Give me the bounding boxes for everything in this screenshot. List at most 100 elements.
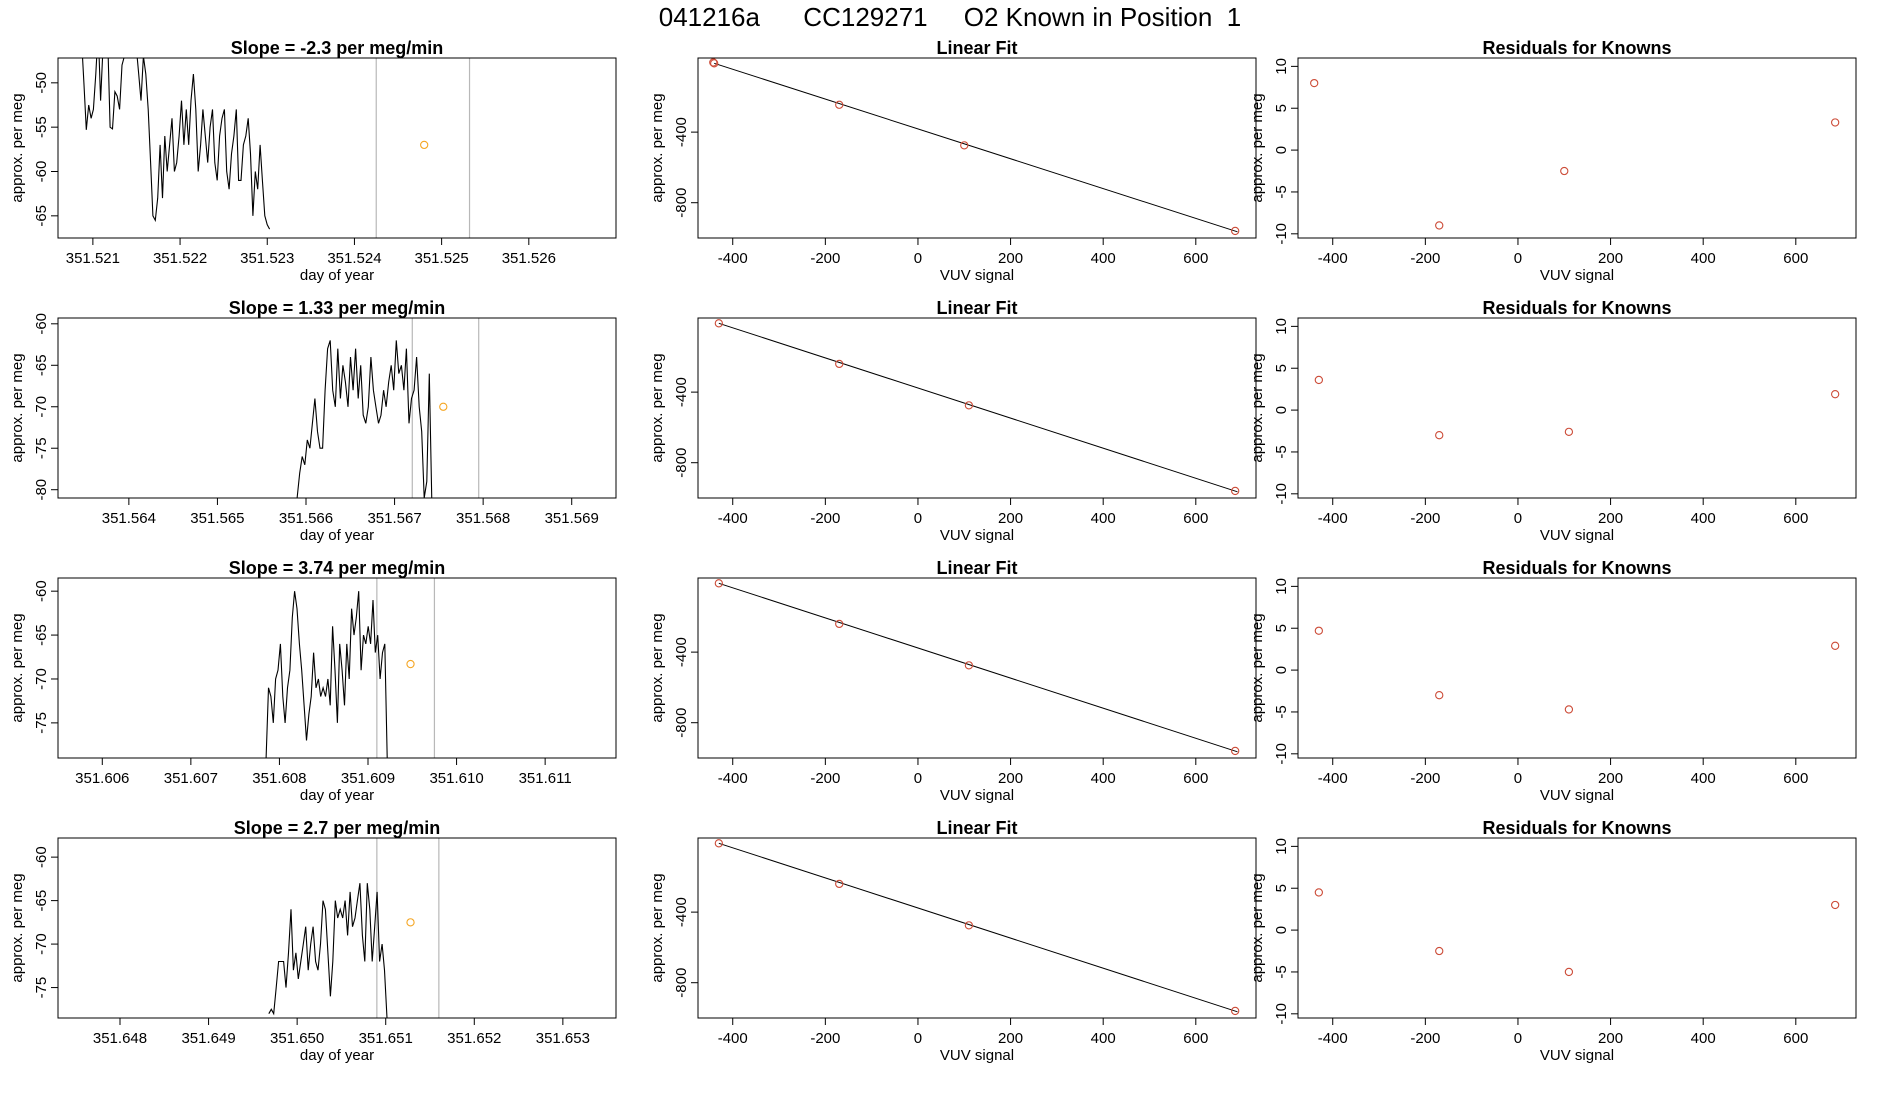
x-tick-label: -400 — [1318, 770, 1348, 787]
x-tick-label: 0 — [1514, 250, 1522, 267]
y-tick-label: -800 — [673, 968, 690, 998]
data-point — [1231, 1006, 1240, 1016]
x-tick-label: 200 — [1598, 770, 1623, 787]
y-tick-label: -10 — [1273, 223, 1290, 245]
x-axis-label: VUV signal — [1540, 1047, 1614, 1064]
x-tick-label: 0 — [914, 1030, 922, 1047]
y-tick-label: -400 — [673, 897, 690, 927]
y-tick-label: -75 — [33, 712, 50, 734]
data-point — [1314, 375, 1323, 385]
y-tick-label: 5 — [1273, 364, 1290, 372]
x-tick-label: 351.567 — [367, 510, 421, 527]
data-point — [709, 58, 718, 67]
x-tick-label: 0 — [914, 770, 922, 787]
fit-line — [718, 322, 1238, 493]
x-tick-label: -400 — [1318, 510, 1348, 527]
x-tick-label: 351.611 — [519, 770, 572, 787]
highlight-point — [406, 918, 415, 927]
y-tick-label: -5 — [1273, 965, 1290, 978]
x-tick-label: -400 — [718, 250, 748, 267]
y-tick-label: -70 — [33, 933, 50, 955]
plot-data-group — [714, 319, 1240, 496]
y-tick-label: -10 — [1273, 1003, 1290, 1025]
x-tick-label: 400 — [1691, 1030, 1716, 1047]
y-axis-label: approx. per meg — [9, 93, 26, 202]
data-point — [835, 359, 844, 369]
plot-frame — [1297, 57, 1857, 239]
y-tick-label: -55 — [33, 116, 50, 138]
x-tick-label: 600 — [1183, 770, 1208, 787]
data-point — [714, 319, 723, 328]
y-tick-label: -400 — [673, 637, 690, 667]
y-tick-label: 0 — [1273, 146, 1290, 154]
x-tick-label: -200 — [810, 770, 840, 787]
y-tick-label: -60 — [33, 313, 50, 335]
plot-data-group — [1314, 375, 1840, 440]
y-tick-label: -10 — [1273, 743, 1290, 765]
x-tick-label: 400 — [1091, 770, 1116, 787]
data-point — [964, 401, 974, 410]
x-axis-label: VUV signal — [1540, 267, 1614, 284]
data-point — [1560, 166, 1569, 176]
x-tick-label: 600 — [1183, 250, 1208, 267]
data-point — [964, 661, 974, 670]
y-tick-label: -60 — [33, 580, 50, 602]
chart-title: Slope = 2.7 per meg/min — [234, 818, 441, 838]
x-axis-label: day of year — [300, 527, 374, 544]
data-point — [1231, 226, 1240, 236]
series-line — [268, 883, 388, 1018]
y-tick-label: 10 — [1273, 838, 1290, 855]
data-point — [1435, 431, 1444, 440]
data-point — [1564, 427, 1574, 437]
x-axis-label: VUV signal — [940, 1047, 1014, 1064]
y-tick-label: -400 — [673, 377, 690, 407]
plot-frame — [57, 317, 617, 499]
data-point — [1435, 221, 1444, 230]
plot-frame — [57, 57, 617, 239]
data-point — [1310, 78, 1319, 88]
y-tick-label: -80 — [33, 479, 50, 501]
y-axis-label: approx. per meg — [9, 353, 26, 462]
x-tick-label: 351.606 — [75, 770, 129, 787]
plot-frame — [697, 57, 1257, 239]
plot-data-group — [1314, 888, 1840, 977]
x-tick-label: 0 — [1514, 1030, 1522, 1047]
x-tick-label: 351.565 — [190, 510, 244, 527]
data-point — [960, 141, 969, 150]
x-axis-label: day of year — [300, 1047, 374, 1064]
x-tick-label: -200 — [1410, 1030, 1440, 1047]
chart-title: Slope = 3.74 per meg/min — [229, 558, 446, 578]
x-tick-label: 351.609 — [341, 770, 395, 787]
data-point — [1564, 705, 1574, 714]
y-tick-label: -70 — [33, 668, 50, 690]
highlight-point — [406, 659, 415, 669]
y-tick-label: 10 — [1273, 58, 1290, 75]
data-point — [1564, 967, 1574, 977]
plot-data-group — [714, 839, 1240, 1016]
figure-title: 041216a CC129271 O2 Known in Position 1 — [658, 2, 1242, 32]
plot-data-group — [714, 579, 1240, 756]
x-tick-label: -200 — [1410, 510, 1440, 527]
x-tick-label: 600 — [1183, 510, 1208, 527]
data-point — [1831, 118, 1840, 127]
chart-panel: -400 -200 0 200 400 600 -10 -5 0 5 10 Residuals for… — [1249, 818, 1857, 1064]
y-tick-label: -65 — [33, 890, 50, 912]
data-point — [835, 100, 844, 109]
y-tick-label: -60 — [33, 846, 50, 868]
x-tick-label: 600 — [1183, 1030, 1208, 1047]
y-tick-label: -5 — [1273, 445, 1290, 458]
chart-panel: 351.648 351.649 351.650 351.651 351.652 351.6… — [9, 818, 617, 1064]
data-point — [835, 879, 844, 889]
x-tick-label: 200 — [998, 770, 1023, 787]
y-tick-label: -75 — [33, 437, 50, 459]
x-tick-label: 351.568 — [456, 510, 510, 527]
chart-title: Residuals for Knowns — [1482, 298, 1671, 318]
x-axis-label: VUV signal — [940, 267, 1014, 284]
x-tick-label: -400 — [718, 510, 748, 527]
x-axis-label: day of year — [300, 267, 374, 284]
x-tick-label: 351.649 — [181, 1030, 235, 1047]
data-point — [1314, 888, 1323, 897]
x-tick-label: 351.610 — [429, 770, 483, 787]
plot-data-group — [1310, 78, 1840, 230]
y-tick-label: 0 — [1273, 406, 1290, 414]
